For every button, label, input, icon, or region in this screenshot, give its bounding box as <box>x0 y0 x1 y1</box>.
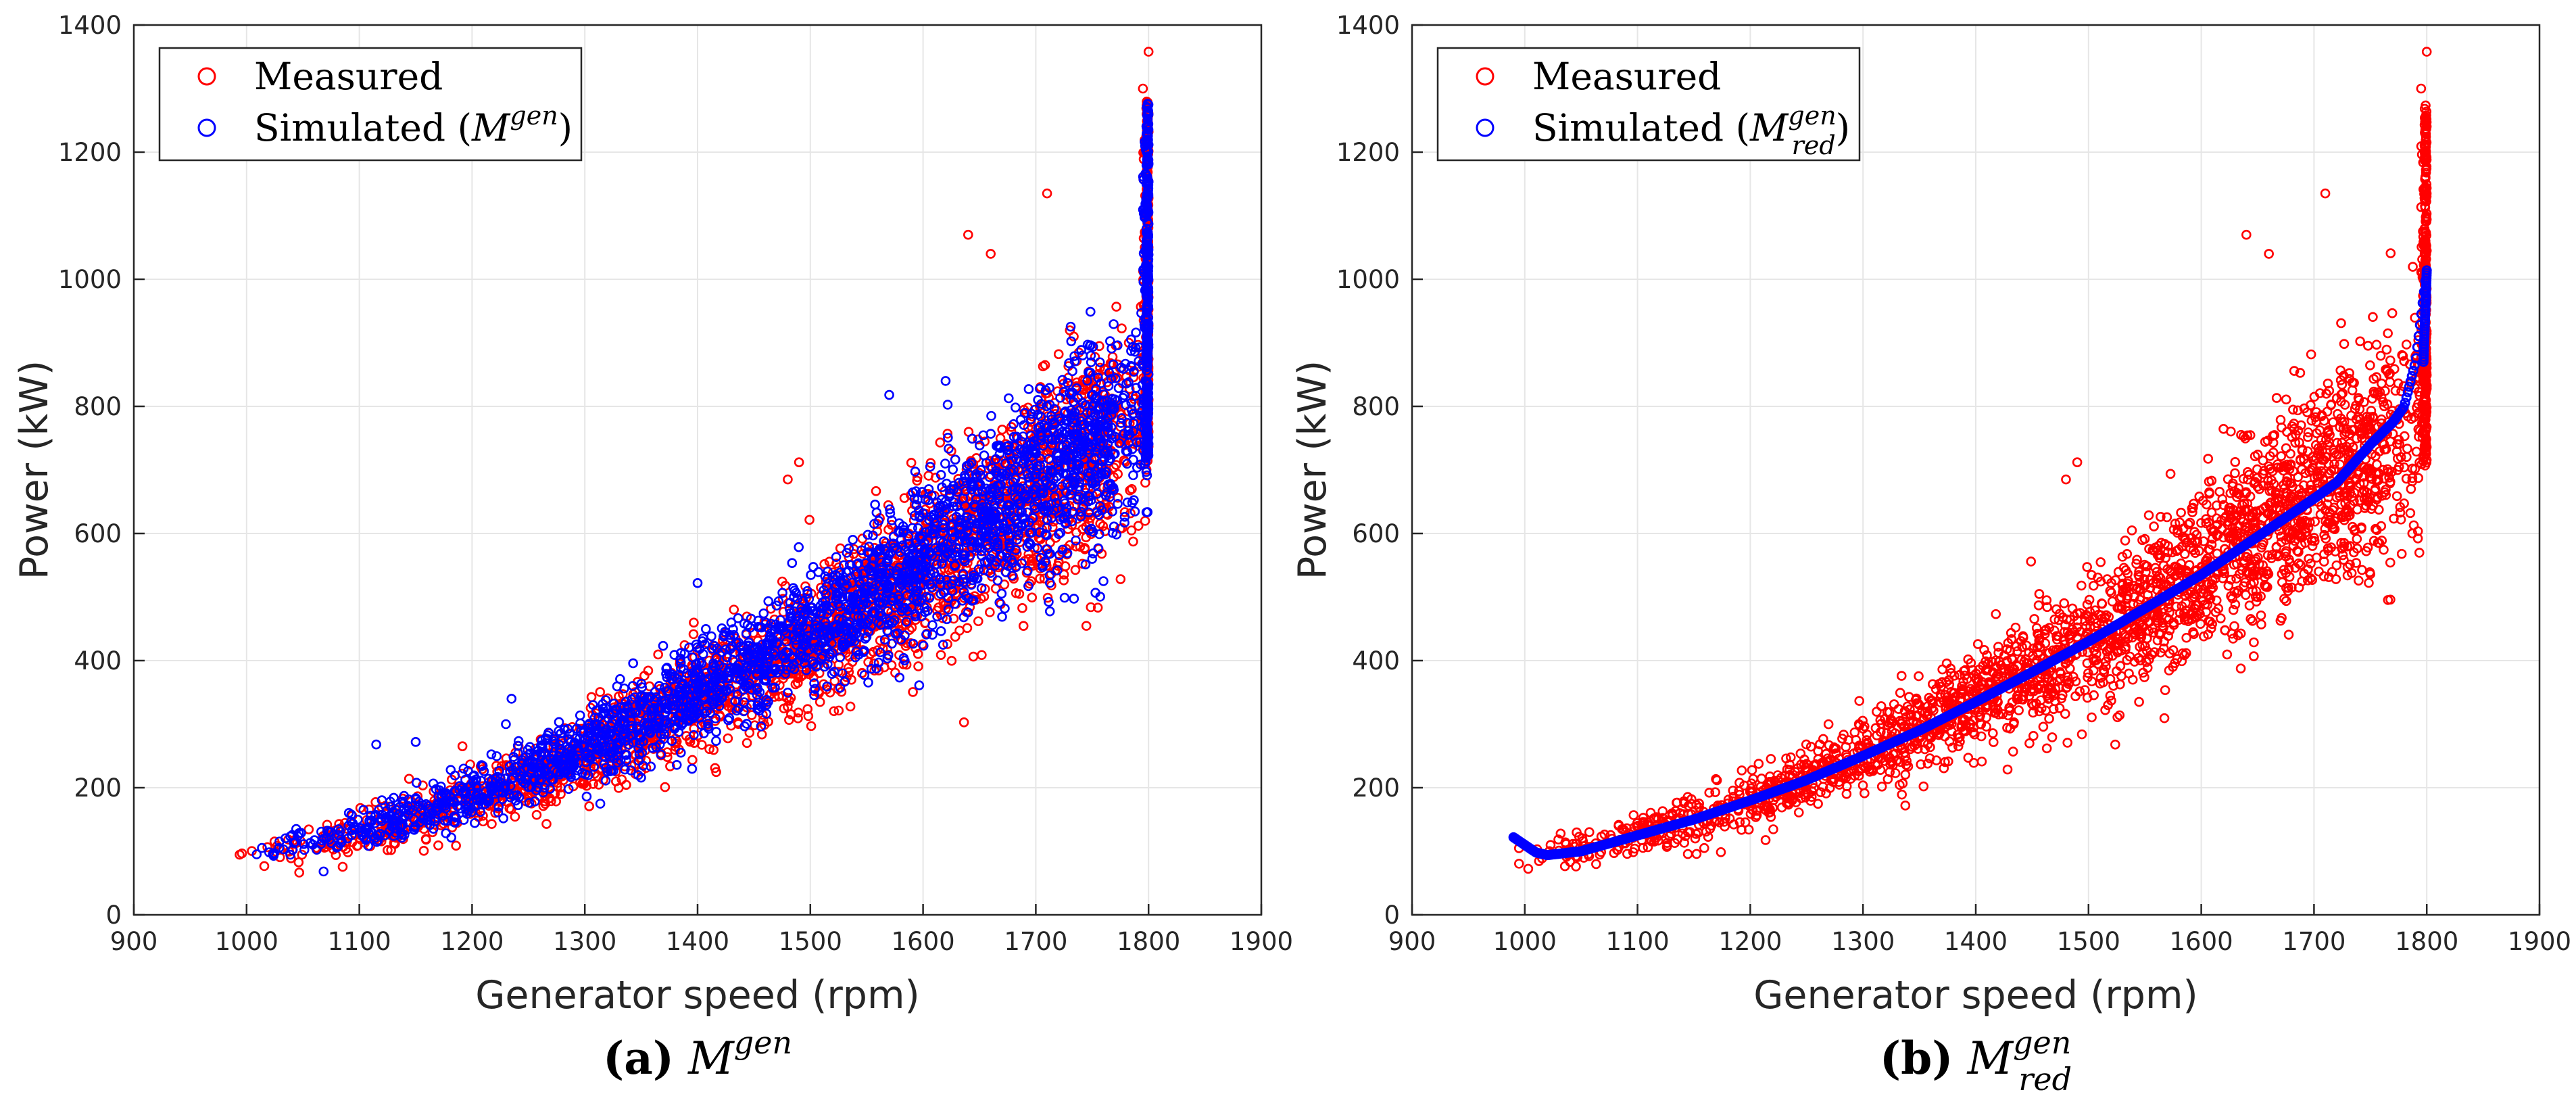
data-point <box>1014 589 1025 599</box>
data-point <box>1027 592 1038 603</box>
chart-panel-1: 900 1000 1100 1200 1300 1400 1500 1600 1700 1800 1… <box>12 11 1293 1085</box>
data-point <box>925 458 936 469</box>
data-point <box>1053 349 1064 360</box>
data-point <box>1111 302 1121 312</box>
data-point <box>708 744 719 755</box>
data-point <box>906 458 917 468</box>
data-point <box>337 861 348 872</box>
data-point <box>784 715 794 726</box>
data-point <box>1040 360 1050 371</box>
data-point <box>711 767 721 778</box>
data-point <box>958 717 969 728</box>
data-point <box>744 728 755 738</box>
data-point <box>1086 602 1096 613</box>
